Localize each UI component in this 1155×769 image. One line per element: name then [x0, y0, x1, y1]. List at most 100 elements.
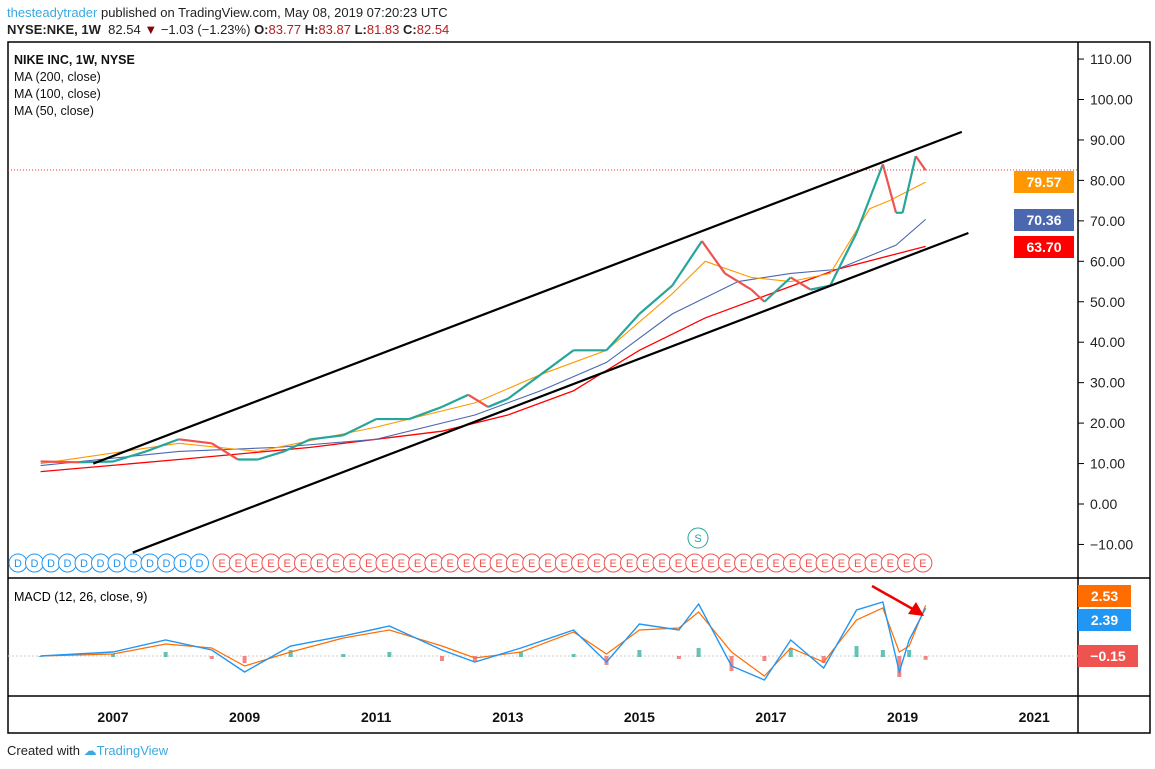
publish-line: thesteadytrader published on TradingView… [7, 5, 448, 20]
earnings-marker-label: E [300, 558, 307, 570]
histogram-bar [440, 656, 444, 661]
x-tick-label: 2013 [492, 709, 523, 725]
price-segment [540, 349, 575, 376]
dividend-marker-label: D [163, 558, 171, 570]
trendline [132, 231, 969, 554]
chart-frame [7, 41, 1151, 734]
tradingview-logo-icon: ☁ [83, 743, 97, 758]
signal-line [40, 605, 927, 677]
high: 83.87 [318, 22, 351, 37]
price-segment [487, 397, 509, 408]
x-tick-label: 2021 [1019, 709, 1050, 725]
x-tick-label: 2011 [361, 709, 392, 725]
histogram-bar [676, 656, 681, 659]
price-segment [112, 450, 147, 463]
histogram-bar [571, 654, 576, 657]
price-segment [40, 460, 81, 464]
dividend-marker-label: D [80, 558, 88, 570]
x-tick-label: 2019 [887, 709, 918, 725]
histogram-bar [518, 652, 523, 657]
ma50-price-tag: 79.57 [1014, 171, 1074, 193]
tradingview-link[interactable]: TradingView [96, 743, 169, 758]
earnings-marker-label: E [610, 558, 617, 570]
dividend-marker-label: D [14, 558, 22, 570]
macd-tag: 2.39 [1078, 609, 1131, 631]
price-segment [178, 438, 212, 445]
earnings-marker-label: E [316, 558, 323, 570]
dividend-marker [190, 553, 209, 573]
y-tick-label: 110.00 [1090, 51, 1132, 67]
y-tick-label: 90.00 [1090, 132, 1125, 148]
x-tick-label: 2007 [97, 709, 128, 725]
y-tick-label: 10.00 [1090, 456, 1125, 472]
legend-ma50[interactable]: MA (50, close) [14, 104, 94, 118]
price-segment [763, 276, 792, 303]
open: 83.77 [268, 22, 302, 37]
earnings-marker-label: E [267, 558, 274, 570]
dividend-marker-label: D [130, 558, 138, 570]
earnings-marker-label: E [838, 558, 845, 570]
price-segment [671, 240, 703, 287]
ma100-line [40, 218, 926, 467]
earnings-marker-label: E [593, 558, 600, 570]
earnings-marker-label: E [332, 558, 339, 570]
dividend-marker-label: D [113, 558, 121, 570]
x-tick-label: 2015 [624, 709, 655, 725]
price-segment [855, 163, 884, 234]
author-link[interactable]: thesteadytrader [7, 5, 98, 20]
macd-legend[interactable]: MACD (12, 26, close, 9) [14, 590, 148, 604]
annotation-arrow [871, 584, 919, 614]
footer: Created with ☁TradingView [7, 743, 168, 759]
x-tick-label: 2009 [229, 709, 260, 725]
dividend-marker-label: D [179, 558, 187, 570]
earnings-marker-label: E [284, 558, 291, 570]
created-with: Created with [7, 743, 80, 758]
histogram-tag: −0.15 [1078, 645, 1138, 667]
published-text: published on TradingView.com, May 08, 20… [100, 5, 448, 20]
legend-ma100[interactable]: MA (100, close) [14, 87, 101, 101]
price-segment [310, 434, 344, 441]
earnings-marker-label: E [235, 558, 242, 570]
earnings-marker-label: E [349, 558, 356, 570]
price-segment [750, 288, 766, 303]
earnings-marker-label: E [365, 558, 372, 570]
price-segment [724, 272, 752, 291]
earnings-marker-label: E [691, 558, 698, 570]
histogram-bar [288, 650, 293, 657]
price-segment [790, 276, 812, 291]
earnings-marker-label: E [821, 558, 828, 570]
histogram-bar [341, 654, 346, 657]
close-label: C: [403, 22, 417, 37]
earnings-marker-label: E [463, 558, 470, 570]
legend-ma200[interactable]: MA (200, close) [14, 70, 101, 84]
earnings-marker-label: E [381, 558, 388, 570]
price-segment [467, 393, 489, 408]
signal-tag: 2.53 [1078, 585, 1131, 607]
earnings-marker-label: E [903, 558, 910, 570]
earnings-marker-label: E [479, 558, 486, 570]
histogram-bar [897, 656, 902, 677]
y-tick-label: 60.00 [1090, 253, 1125, 269]
trendline [92, 130, 963, 465]
earnings-marker-label: E [414, 558, 421, 570]
histogram-bar [387, 652, 392, 657]
quote-line: NYSE:NKE, 1W 82.54 ▼ −1.03 (−1.23%) O:83… [7, 22, 449, 37]
price-segment [408, 405, 443, 421]
histogram-bar [907, 650, 912, 657]
histogram-bar [821, 656, 826, 663]
high-label: H: [304, 22, 319, 37]
earnings-marker-label: E [854, 558, 861, 570]
last-price: 82.54 [108, 22, 141, 37]
histogram-bar [923, 656, 928, 660]
earnings-marker-label: E [447, 558, 454, 570]
earnings-marker-label: E [740, 558, 747, 570]
price-segment [507, 373, 542, 400]
legend: NIKE INC, 1W, NYSE MA (200, close) MA (1… [14, 52, 135, 120]
earnings-marker-label: E [561, 558, 568, 570]
histogram-bar [111, 654, 115, 657]
low: 81.83 [366, 22, 400, 37]
price-segment [342, 418, 377, 437]
earnings-marker-label: E [805, 558, 812, 570]
price-segment [211, 442, 239, 461]
